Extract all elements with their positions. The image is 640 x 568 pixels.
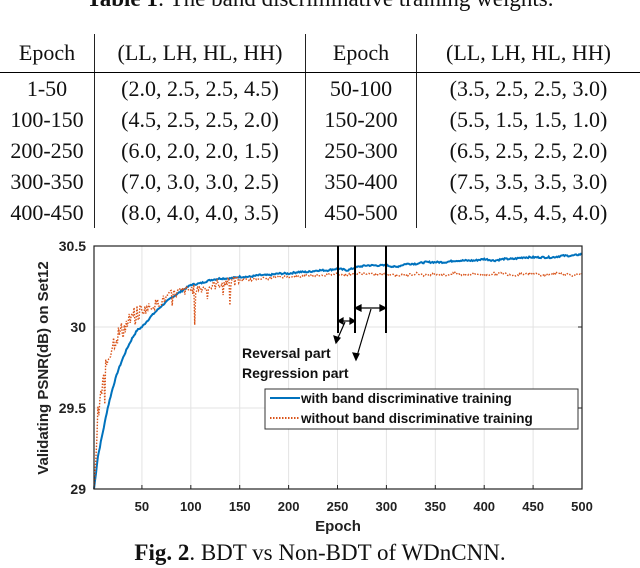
header-epoch-2: Epoch: [305, 34, 417, 73]
y-tick-label: 30: [70, 319, 86, 335]
cell-epoch: 450-500: [305, 197, 417, 228]
figure-caption-text: . BDT vs Non-BDT of WDnCNN.: [189, 540, 506, 565]
chart-ticks: 50 100 150 200 250 300 350 400 450 500 29 29.5 30 30.…: [59, 238, 593, 514]
cell-weights: (6.0, 2.0, 2.0, 1.5): [94, 135, 306, 166]
annotation-arrows: [333, 304, 388, 362]
cell-weights: (3.5, 2.5, 2.5, 3.0): [449, 75, 608, 101]
y-tick-label: 30.5: [59, 238, 86, 254]
y-tick-label: 29.5: [59, 400, 86, 416]
x-tick-label: 200: [278, 499, 300, 514]
cell-weights: (8.5, 4.5, 4.5, 4.0): [449, 199, 608, 225]
x-axis-label: Epoch: [315, 518, 361, 535]
cell-epoch: 400-450: [0, 197, 95, 228]
x-tick-label: 50: [135, 499, 149, 514]
y-axis-label: Validating PSNR(dB) on Set12: [35, 261, 52, 474]
cell-epoch: 200-250: [0, 135, 95, 166]
x-tick-label: 100: [180, 499, 202, 514]
cell-epoch: 100-150: [0, 104, 95, 135]
table-row: 200-250 (6.0, 2.0, 2.0, 1.5) 250-300 (6.…: [0, 135, 640, 166]
x-tick-label: 400: [473, 499, 495, 514]
cell-weights: (4.5, 2.5, 2.5, 2.0): [94, 104, 306, 135]
legend-label-with-bdt: with band discriminative training: [300, 391, 512, 406]
cell-epoch: 250-300: [305, 135, 417, 166]
cell-epoch: 300-350: [0, 166, 95, 197]
x-tick-label: 300: [376, 499, 398, 514]
annotation-reversal: Reversal part: [242, 345, 331, 361]
psnr-chart: 50 100 150 200 250 300 350 400 450 500 29 29.5 30 30.…: [35, 238, 593, 535]
cell-weights: (7.5, 3.5, 3.5, 3.0): [449, 168, 608, 194]
figure-caption: Fig. 2. BDT vs Non-BDT of WDnCNN.: [0, 540, 640, 566]
table-header-row: Epoch (LL, LH, HL, HH) Epoch (LL, LH, HL…: [0, 34, 640, 73]
cell-weights: (6.5, 2.5, 2.5, 2.0): [449, 137, 608, 163]
table-caption: Table 1: The band discriminative trainin…: [0, 0, 640, 12]
y-tick-label: 29: [70, 481, 86, 497]
annotation-markers: [337, 246, 387, 333]
cell-epoch: 350-400: [305, 166, 417, 197]
cell-epoch: 150-200: [305, 104, 417, 135]
table-row: 400-450 (8.0, 4.0, 4.0, 3.5) 450-500 (8.…: [0, 197, 640, 228]
table-caption-text: : The band discriminative training weigh…: [158, 0, 554, 11]
annotation-regression: Regression part: [242, 365, 349, 381]
legend-label-without-bdt: without band discriminative training: [300, 411, 533, 426]
cell-weights: (2.0, 2.5, 2.5, 4.5): [94, 72, 306, 104]
table-row: 1-50 (2.0, 2.5, 2.5, 4.5) 50-100 (3.5, 2…: [0, 72, 640, 104]
x-tick-label: 150: [229, 499, 251, 514]
table-row: 300-350 (7.0, 3.0, 3.0, 2.5) 350-400 (7.…: [0, 166, 640, 197]
cell-weights: (8.0, 4.0, 4.0, 3.5): [94, 197, 306, 228]
x-tick-label: 500: [571, 499, 593, 514]
cell-epoch: 1-50: [0, 72, 95, 104]
cell-epoch: 50-100: [305, 72, 417, 104]
header-epoch-1: Epoch: [0, 34, 95, 73]
x-tick-label: 350: [424, 499, 446, 514]
chart-legend: with band discriminative training withou…: [264, 388, 579, 430]
table-caption-label: Table 1: [87, 0, 158, 11]
x-tick-label: 250: [327, 499, 349, 514]
x-tick-label: 450: [522, 499, 544, 514]
table-row: 100-150 (4.5, 2.5, 2.5, 2.0) 150-200 (5.…: [0, 104, 640, 135]
cell-weights: (5.5, 1.5, 1.5, 1.0): [449, 106, 608, 132]
cell-weights: (7.0, 3.0, 3.0, 2.5): [94, 166, 306, 197]
weights-table: Epoch (LL, LH, HL, HH) Epoch (LL, LH, HL…: [0, 34, 640, 228]
figure-caption-label: Fig. 2: [134, 540, 190, 565]
header-weights-2: (LL, LH, HL, HH): [416, 34, 640, 73]
header-weights-1: (LL, LH, HL, HH): [94, 34, 306, 73]
